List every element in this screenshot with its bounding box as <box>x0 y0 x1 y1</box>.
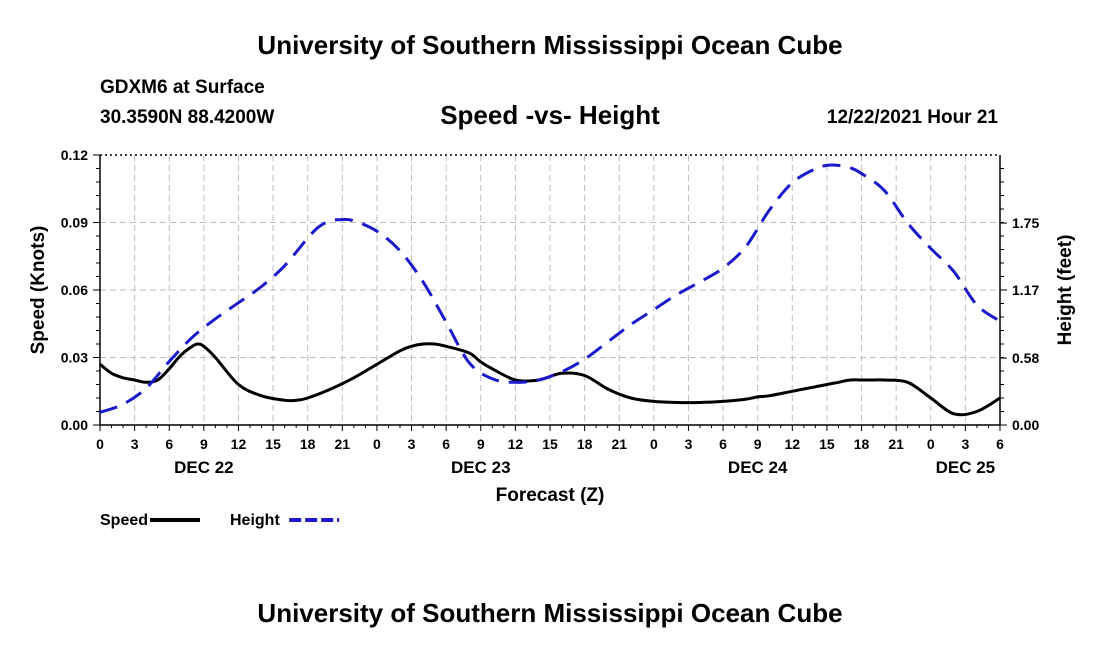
x-tick-label: 12 <box>785 436 801 452</box>
x-tick-label: 18 <box>577 436 593 452</box>
x-tick-label: 12 <box>508 436 524 452</box>
x-tick-label: 9 <box>477 436 485 452</box>
x-tick-label: 15 <box>265 436 281 452</box>
series-line-height <box>99 163 1001 414</box>
y-tick-label-left: 0.12 <box>61 147 88 163</box>
x-tick-label: 6 <box>442 436 450 452</box>
x-tick-label: 3 <box>131 436 139 452</box>
x-tick-label: 21 <box>611 436 627 452</box>
day-label: DEC 24 <box>728 458 788 477</box>
x-tick-label: 15 <box>542 436 558 452</box>
x-tick-label: 21 <box>888 436 904 452</box>
x-tick-label: 3 <box>961 436 969 452</box>
station-label: GDXM6 at Surface <box>100 77 265 98</box>
day-label: DEC 25 <box>936 458 996 477</box>
y-axis-label-left: Speed (Knots) <box>28 226 49 355</box>
y-axis-label-right: Height (feet) <box>1055 235 1076 346</box>
chart-title: Speed -vs- Height <box>440 100 660 130</box>
x-tick-label: 15 <box>819 436 835 452</box>
x-tick-label: 6 <box>165 436 173 452</box>
x-axis-label: Forecast (Z) <box>496 485 605 506</box>
y-tick-label-right: 1.17 <box>1012 282 1039 298</box>
y-tick-label-left: 0.00 <box>61 417 88 433</box>
x-tick-label: 0 <box>373 436 381 452</box>
legend-label-height: Height <box>230 512 280 529</box>
y-tick-label-left: 0.03 <box>61 350 88 366</box>
y-tick-label-right: 1.75 <box>1012 215 1039 231</box>
coordinates-label: 30.3590N 88.4200W <box>100 107 275 128</box>
y-tick-label-right: 0.00 <box>1012 417 1039 433</box>
page-title-bottom: University of Southern Mississippi Ocean… <box>257 598 843 628</box>
y-tick-label-right: 0.58 <box>1012 350 1039 366</box>
x-tick-label: 6 <box>719 436 727 452</box>
legend-label-speed: Speed <box>100 512 148 529</box>
x-tick-label: 0 <box>96 436 104 452</box>
datetime-label: 12/22/2021 Hour 21 <box>826 107 998 128</box>
x-tick-label: 18 <box>854 436 870 452</box>
day-label: DEC 23 <box>451 458 511 477</box>
x-tick-label: 9 <box>754 436 762 452</box>
y-tick-label-left: 0.09 <box>61 215 88 231</box>
x-tick-label: 3 <box>408 436 416 452</box>
series-line-speed <box>99 342 1001 417</box>
x-tick-label: 3 <box>685 436 693 452</box>
page-title-top: University of Southern Mississippi Ocean… <box>257 30 843 60</box>
x-tick-label: 9 <box>200 436 208 452</box>
y-tick-label-left: 0.06 <box>61 282 88 298</box>
x-tick-label: 21 <box>335 436 351 452</box>
x-tick-label: 0 <box>650 436 658 452</box>
x-tick-label: 18 <box>300 436 316 452</box>
x-tick-label: 12 <box>231 436 247 452</box>
x-tick-label: 6 <box>996 436 1004 452</box>
x-tick-label: 0 <box>927 436 935 452</box>
day-label: DEC 22 <box>174 458 234 477</box>
